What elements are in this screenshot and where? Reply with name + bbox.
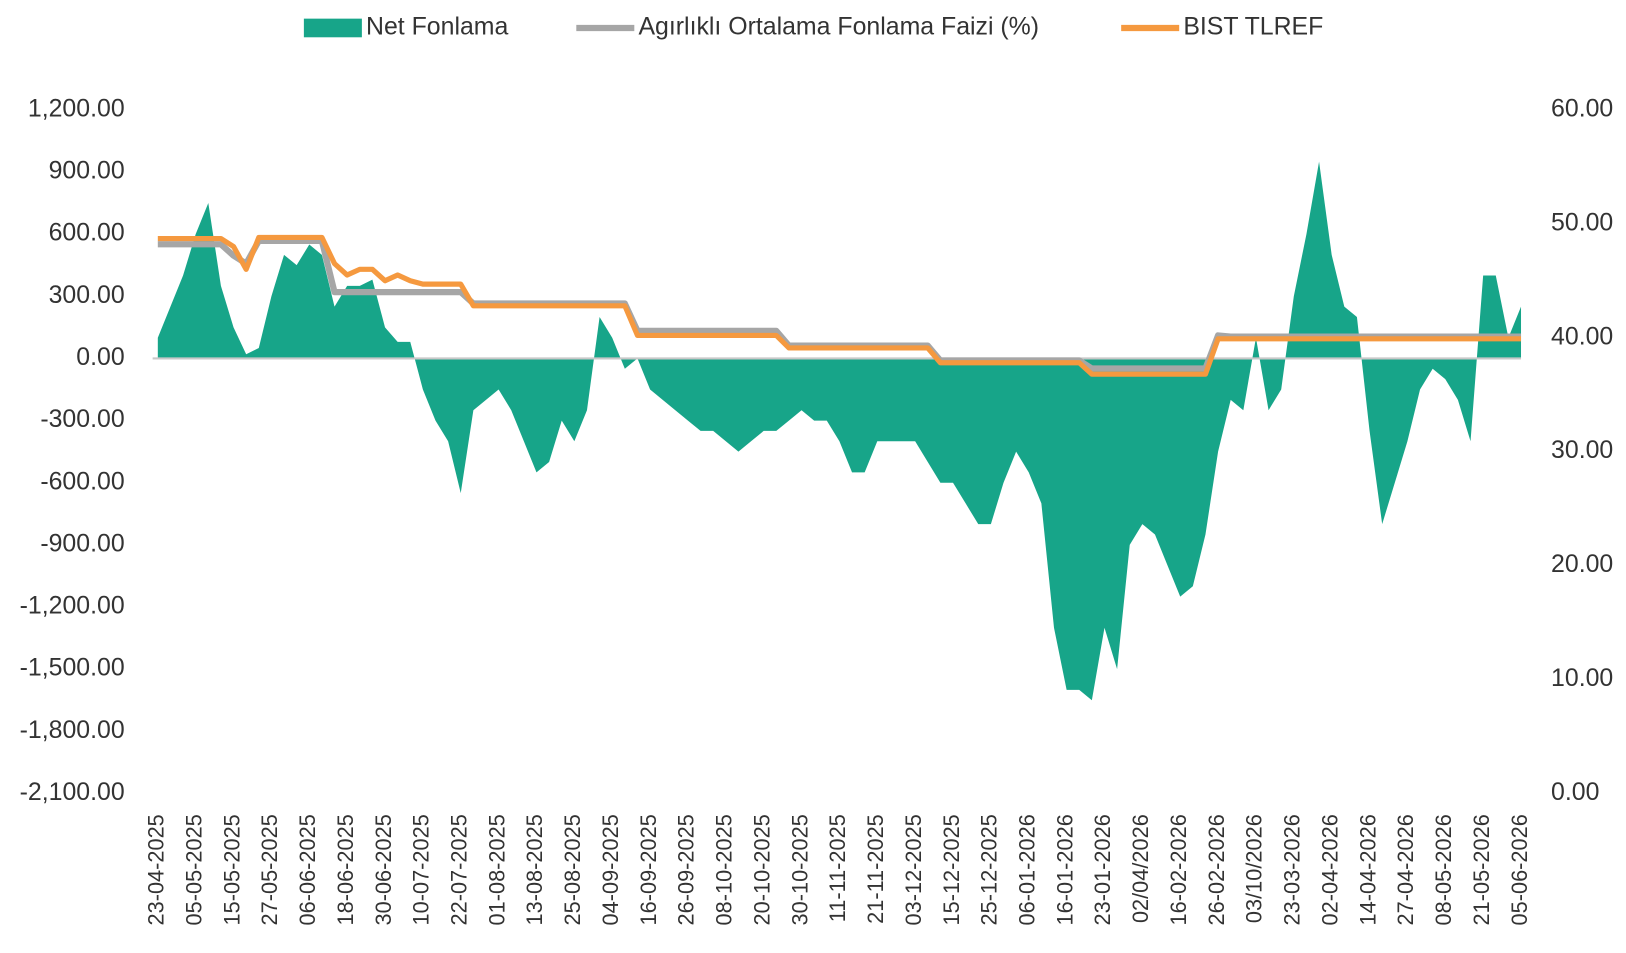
x-tick-label: 02/04/2026 — [1128, 814, 1153, 923]
y-tick-label: 1,200.00 — [28, 94, 125, 122]
x-tick-label: 26-02-2026 — [1204, 814, 1229, 925]
y2-tick-label: 50.00 — [1551, 208, 1613, 236]
y2-tick-label: 10.00 — [1551, 664, 1613, 692]
legend-label: BIST TLREF — [1183, 13, 1323, 41]
x-tick-label: 25-08-2025 — [560, 814, 585, 925]
y-tick-label: -1,800.00 — [20, 716, 125, 744]
legend-swatch — [303, 18, 362, 38]
y-tick-label: 0.00 — [76, 343, 124, 371]
x-tick-label: 16-02-2026 — [1166, 814, 1191, 925]
x-tick-label: 13-08-2025 — [522, 814, 547, 925]
x-tick-label: 03-12-2025 — [901, 814, 926, 925]
x-tick-label: 30-10-2025 — [787, 814, 812, 925]
x-tick-label: 20-10-2025 — [749, 814, 774, 925]
y2-tick-label: 20.00 — [1551, 550, 1613, 578]
x-tick-label: 23-03-2026 — [1280, 814, 1305, 925]
x-tick-label: 16-01-2026 — [1052, 814, 1077, 925]
y2-tick-label: 60.00 — [1551, 94, 1613, 122]
x-tick-label: 01-08-2025 — [484, 814, 509, 925]
x-tick-label: 27-05-2025 — [257, 814, 282, 925]
legend-label: Agırlıklı Ortalama Fonlama Faizi (%) — [638, 13, 1039, 41]
x-tick-label: 18-06-2025 — [333, 814, 358, 925]
x-tick-label: 22-07-2025 — [446, 814, 471, 925]
y-tick-label: 900.00 — [49, 157, 125, 185]
area — [157, 161, 1522, 701]
x-tick-label: 10-07-2025 — [409, 814, 434, 925]
x-tick-label: 02-04-2026 — [1317, 814, 1342, 925]
x-tick-label: 05-06-2026 — [1507, 814, 1532, 925]
x-tick-label: 26-09-2025 — [674, 814, 699, 925]
x-tick-label: 04-09-2025 — [598, 814, 623, 925]
y2-tick-label: 40.00 — [1551, 322, 1613, 350]
y-tick-label: -900.00 — [40, 529, 124, 557]
y-tick-label: -600.00 — [40, 467, 124, 495]
x-tick-label: 27-04-2026 — [1393, 814, 1418, 925]
x-tick-label: 30-06-2025 — [371, 814, 396, 925]
x-tick-label: 08-10-2025 — [712, 814, 737, 925]
x-tick-label: 16-09-2025 — [636, 814, 661, 925]
y-tick-label: 300.00 — [49, 281, 125, 309]
y2-tick-label: 0.00 — [1551, 778, 1599, 806]
y-tick-label: -1,500.00 — [20, 654, 125, 682]
x-tick-label: 23-01-2026 — [1090, 814, 1115, 925]
legend-label: Net Fonlama — [366, 13, 508, 41]
x-tick-label: 23-04-2025 — [144, 814, 169, 925]
x-tick-label: 06-01-2026 — [1014, 814, 1039, 925]
x-tick-label: 25-12-2025 — [977, 814, 1002, 925]
x-tick-label: 21-05-2026 — [1469, 814, 1494, 925]
x-tick-label: 14-04-2026 — [1355, 814, 1380, 925]
y2-tick-label: 30.00 — [1551, 436, 1613, 464]
y-tick-label: -1,200.00 — [20, 592, 125, 620]
x-tick-label: 08-05-2026 — [1431, 814, 1456, 925]
x-tick-label: 06-06-2025 — [295, 814, 320, 925]
x-tick-label: 15-12-2025 — [939, 814, 964, 925]
x-tick-label: 21-11-2025 — [863, 814, 888, 924]
line — [157, 234, 1522, 377]
y-tick-label: 600.00 — [49, 219, 125, 247]
y-tick-label: -2,100.00 — [20, 778, 125, 806]
y-tick-label: -300.00 — [40, 405, 124, 433]
x-tick-label: 05-05-2025 — [181, 814, 206, 925]
x-tick-label: 11-11-2025 — [825, 814, 850, 922]
x-tick-label: 03/10/2026 — [1242, 814, 1267, 923]
x-tick-label: 15-05-2025 — [219, 814, 244, 925]
